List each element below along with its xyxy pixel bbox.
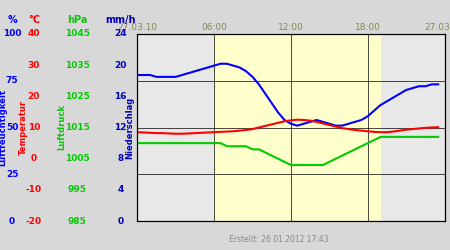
Text: Temperatur: Temperatur [19, 100, 28, 155]
Bar [137, 34, 214, 221]
Text: 8: 8 [117, 154, 124, 163]
Text: Luftfeuchtigkeit: Luftfeuchtigkeit [0, 89, 7, 166]
Text: 0: 0 [31, 154, 37, 163]
Bar [214, 34, 381, 221]
Text: Erstellt: 26.01.2012 17:43: Erstellt: 26.01.2012 17:43 [229, 235, 329, 244]
Text: °C: °C [28, 15, 40, 25]
Text: 4: 4 [117, 186, 124, 194]
Text: 16: 16 [114, 92, 127, 101]
Text: 40: 40 [27, 29, 40, 38]
Text: 75: 75 [6, 76, 18, 85]
Text: 1025: 1025 [65, 92, 90, 101]
Text: 1005: 1005 [65, 154, 90, 163]
Text: 1035: 1035 [65, 60, 90, 70]
Text: 1015: 1015 [65, 123, 90, 132]
Text: 30: 30 [27, 60, 40, 70]
Text: -20: -20 [26, 217, 42, 226]
Text: Luftdruck: Luftdruck [58, 104, 67, 150]
Text: 25: 25 [6, 170, 18, 179]
Bar [381, 34, 445, 221]
Text: 1045: 1045 [65, 29, 90, 38]
Text: hPa: hPa [67, 15, 88, 25]
Text: 20: 20 [114, 60, 127, 70]
Text: 20: 20 [27, 92, 40, 101]
Text: 50: 50 [6, 123, 18, 132]
Text: 985: 985 [68, 217, 87, 226]
Text: -10: -10 [26, 186, 42, 194]
Text: Niederschlag: Niederschlag [125, 96, 134, 159]
Text: 0: 0 [117, 217, 124, 226]
Text: 24: 24 [114, 29, 127, 38]
Text: 100: 100 [3, 29, 22, 38]
Text: 10: 10 [27, 123, 40, 132]
Text: 0: 0 [9, 217, 15, 226]
Text: 995: 995 [68, 186, 87, 194]
Text: 12: 12 [114, 123, 127, 132]
Text: mm/h: mm/h [105, 15, 136, 25]
Text: %: % [7, 15, 17, 25]
